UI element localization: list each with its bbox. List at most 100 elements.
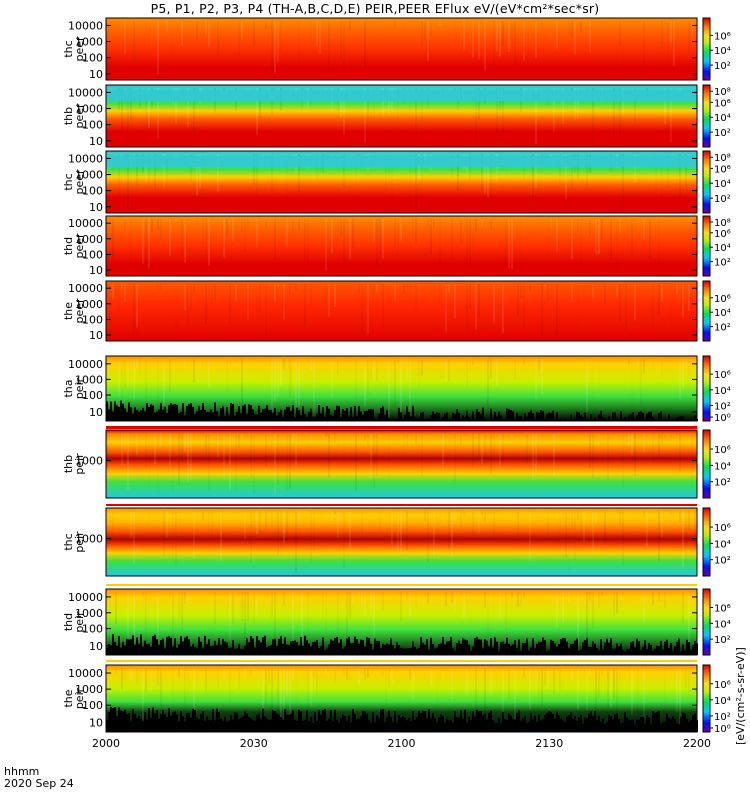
y-tick-label: 1000 bbox=[75, 169, 103, 182]
colorbar-tick-label: 10⁶ bbox=[714, 31, 731, 42]
colorbar-tick-label: 10⁴ bbox=[714, 179, 731, 190]
colorbar-tick-label: 10² bbox=[714, 401, 731, 412]
colorbar-tick-label: 10⁴ bbox=[714, 539, 731, 550]
high-energy-band bbox=[106, 89, 697, 102]
colorbar-tick-label: 10⁰ bbox=[714, 724, 731, 735]
panel-4-instrument-label: peer bbox=[73, 233, 86, 259]
panel-frame bbox=[105, 84, 698, 148]
panel-frame bbox=[105, 355, 698, 422]
panel-1-instrument-label: peer bbox=[73, 36, 86, 62]
colorbar-tick-label: 10⁶ bbox=[714, 603, 731, 614]
x-tick-label: 2000 bbox=[92, 737, 120, 750]
panel-6-instrument-label: peir bbox=[73, 377, 86, 399]
y-tick-label: 10 bbox=[89, 201, 103, 214]
y-tick-label: 100 bbox=[82, 313, 103, 326]
panel-8-probe-label: thc bbox=[62, 533, 75, 550]
y-tick-label: 10000 bbox=[68, 358, 103, 371]
x-axis-date: 2020 Sep 24 bbox=[4, 777, 74, 790]
panel-6-probe-label: tha bbox=[62, 379, 75, 397]
spectrogram-4 bbox=[106, 216, 697, 276]
colorbar-tick-label: 10⁴ bbox=[714, 696, 731, 707]
y-tick-label: 100 bbox=[82, 623, 103, 636]
separator-strip bbox=[106, 584, 697, 586]
y-tick-label: 100 bbox=[82, 248, 103, 261]
separator-strip bbox=[106, 660, 697, 662]
panel-frame bbox=[105, 588, 698, 656]
y-tick-label: 10 bbox=[89, 717, 103, 730]
spectrogram-texture bbox=[112, 219, 696, 273]
colorbar-tick-label: 10⁴ bbox=[714, 386, 731, 397]
y-tick-label: 10 bbox=[89, 68, 103, 81]
panel-1-probe-label: thc bbox=[62, 40, 75, 57]
panel-5-instrument-label: peer bbox=[73, 298, 86, 324]
colorbar-tick-label: 10² bbox=[714, 712, 731, 723]
colorbar-tick-label: 10⁶ bbox=[714, 523, 731, 534]
colorbar-tick-label: 10⁴ bbox=[714, 619, 731, 630]
colorbar-tick-label: 10⁸ bbox=[714, 153, 731, 164]
high-energy-band bbox=[106, 155, 697, 168]
colorbar-tick-label: 10⁴ bbox=[714, 243, 731, 254]
colorbar-tick-label: 10⁶ bbox=[714, 229, 731, 240]
colorbar-tick-label: 10⁶ bbox=[714, 680, 731, 691]
colorbar-tick-label: 10² bbox=[714, 556, 731, 567]
colorbar-4 bbox=[702, 215, 711, 277]
panel-4-probe-label: thd bbox=[62, 237, 75, 255]
panel-7-instrument-label: peir bbox=[73, 453, 86, 475]
spectrogram-texture bbox=[124, 21, 693, 76]
colorbar-tick-label: 10⁰ bbox=[714, 413, 731, 424]
colorbar-7 bbox=[702, 429, 711, 499]
panels-group: thcpeer1000010001001010⁶10⁴10²thbpeer100… bbox=[62, 17, 731, 735]
colorbar-tick-label: 10⁴ bbox=[714, 308, 731, 319]
y-tick-label: 1000 bbox=[75, 455, 103, 468]
panel-3-probe-label: thc bbox=[62, 173, 75, 190]
panel-9-probe-label: thd bbox=[62, 613, 75, 631]
x-tick-label: 2130 bbox=[535, 737, 563, 750]
y-tick-label: 1000 bbox=[75, 533, 103, 546]
y-tick-label: 10 bbox=[89, 640, 103, 653]
x-axis: 2000 2030 2100 2130 2200 bbox=[92, 726, 711, 750]
y-tick-label: 10000 bbox=[68, 86, 103, 99]
y-tick-label: 10000 bbox=[68, 152, 103, 165]
colorbar-tick-label: 10² bbox=[714, 194, 731, 205]
colorbar-tick-label: 10⁸ bbox=[714, 218, 731, 229]
colorbar-tick-label: 10⁴ bbox=[714, 113, 731, 124]
y-tick-label: 10000 bbox=[68, 217, 103, 230]
spectrogram-texture bbox=[118, 359, 687, 418]
panel-7-probe-label: thb bbox=[62, 455, 75, 473]
y-tick-label: 10000 bbox=[68, 591, 103, 604]
spectrogram-7 bbox=[106, 430, 697, 498]
noise-floor bbox=[106, 706, 698, 732]
y-tick-label: 1000 bbox=[75, 607, 103, 620]
colorbar-tick-label: 10⁴ bbox=[714, 461, 731, 472]
panel-frame bbox=[105, 507, 698, 577]
spectrogram-texture bbox=[112, 284, 690, 336]
panel-2-probe-label: thb bbox=[62, 107, 75, 125]
panel-8-instrument-label: peir bbox=[73, 531, 86, 553]
chart-title: P5, P1, P2, P3, P4 (TH-A,B,C,D,E) PEIR,P… bbox=[150, 1, 600, 16]
y-tick-label: 10 bbox=[89, 329, 103, 342]
colorbar-6 bbox=[702, 355, 711, 422]
colorbar-tick-label: 10⁶ bbox=[714, 98, 731, 109]
y-tick-label: 1000 bbox=[75, 683, 103, 696]
colorbar-tick-label: 10⁶ bbox=[714, 445, 731, 456]
x-tick-label: 2200 bbox=[683, 737, 711, 750]
colorbar-8 bbox=[702, 507, 711, 577]
panel-frame bbox=[105, 429, 698, 499]
colorbar-1 bbox=[702, 17, 711, 81]
y-tick-label: 1000 bbox=[75, 103, 103, 116]
y-tick-label: 10 bbox=[89, 406, 103, 419]
y-tick-label: 10000 bbox=[68, 19, 103, 32]
panel-frame bbox=[105, 280, 698, 342]
colorbar-tick-label: 10² bbox=[714, 635, 731, 646]
y-tick-label: 100 bbox=[82, 119, 103, 132]
spectrogram-5 bbox=[106, 281, 697, 341]
